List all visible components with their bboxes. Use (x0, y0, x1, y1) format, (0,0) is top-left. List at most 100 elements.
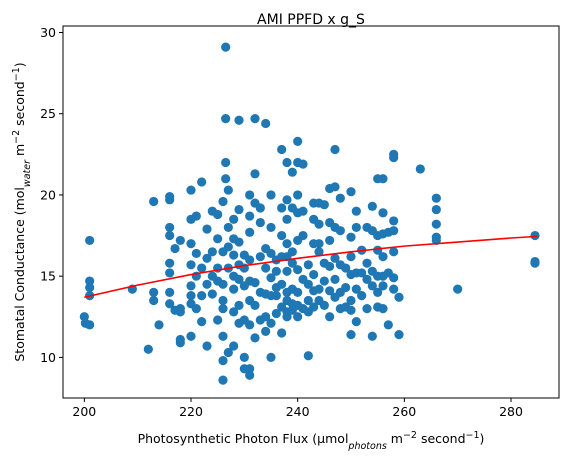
data-point (362, 258, 372, 268)
data-point (223, 222, 233, 233)
y-axis-label: Stomatal Conductance (molwater m−2 secon… (11, 62, 33, 361)
data-point (229, 341, 239, 351)
data-point (213, 315, 223, 325)
data-point (261, 118, 271, 129)
data-point (186, 331, 196, 341)
data-point (271, 291, 281, 301)
data-point (245, 255, 255, 265)
data-point (261, 263, 271, 273)
data-point (394, 330, 404, 340)
data-point (389, 226, 399, 236)
data-point (314, 284, 324, 294)
y-tick-label: 20 (40, 187, 56, 202)
data-point (431, 219, 441, 229)
data-point (287, 167, 297, 177)
data-point (378, 174, 388, 184)
data-point (303, 295, 313, 306)
data-point (149, 287, 159, 298)
plot-frame (62, 25, 560, 399)
data-point (85, 276, 95, 286)
x-tick-label: 240 (286, 404, 310, 419)
x-axis-label: Photosynthetic Photon Flux (µmolphotons … (138, 430, 485, 452)
data-point (431, 193, 441, 203)
data-point (266, 248, 276, 259)
data-point (85, 235, 95, 246)
data-point (218, 295, 228, 306)
x-label-sub: photons (347, 441, 386, 452)
data-point (367, 331, 377, 341)
data-point (282, 157, 292, 168)
data-point (351, 222, 361, 233)
data-point (266, 318, 276, 328)
data-point (357, 291, 367, 301)
data-point (389, 152, 399, 163)
data-point (277, 230, 287, 241)
data-point (197, 291, 207, 301)
y-label-sup2: −1 (11, 67, 22, 81)
data-point (298, 159, 308, 169)
data-point (154, 320, 164, 330)
data-point (250, 300, 260, 311)
data-point (245, 320, 255, 330)
data-point (346, 330, 356, 340)
data-point (346, 305, 356, 315)
y-tick-label: 15 (40, 269, 56, 284)
data-point (85, 320, 95, 330)
data-point (250, 113, 260, 124)
data-point (330, 274, 340, 285)
data-point (378, 281, 388, 291)
data-point (367, 201, 377, 211)
data-point (530, 230, 540, 241)
data-point (335, 193, 345, 203)
data-point (389, 216, 399, 226)
data-point (191, 248, 201, 259)
data-point (186, 291, 196, 301)
data-point (351, 206, 361, 216)
data-point (309, 269, 319, 280)
data-point (221, 113, 231, 124)
data-point (330, 253, 340, 263)
data-point (143, 344, 153, 354)
data-point (351, 317, 361, 327)
data-point (415, 164, 425, 174)
y-label-mid2: second (12, 81, 27, 130)
data-point (245, 370, 255, 380)
data-point (223, 242, 233, 252)
data-point (245, 227, 255, 237)
data-point (346, 232, 356, 242)
data-point (234, 237, 244, 247)
data-point (319, 276, 329, 286)
data-point (255, 217, 265, 228)
data-point (325, 235, 335, 246)
y-label-prefix: Stomatal Conductance (mol (12, 187, 27, 362)
data-point (221, 174, 231, 184)
data-point (202, 341, 212, 351)
data-point (341, 282, 351, 293)
data-point (165, 222, 175, 233)
data-point (221, 42, 231, 52)
data-point (218, 304, 228, 314)
x-label-prefix: Photosynthetic Photon Flux (µmol (138, 431, 349, 446)
y-label-suffix: ) (12, 62, 27, 67)
data-point (202, 224, 212, 234)
data-point (229, 307, 239, 317)
data-point (298, 206, 308, 216)
data-point (351, 284, 361, 294)
data-point (325, 312, 335, 322)
x-tick-label: 260 (392, 404, 416, 419)
chart-title: AMI PPFD x g_S (257, 12, 365, 28)
data-point (191, 304, 201, 314)
y-tick-label: 10 (40, 350, 56, 365)
data-point (165, 299, 175, 309)
fit-curve (84, 235, 538, 299)
data-point (346, 252, 356, 262)
data-point (346, 295, 356, 306)
data-point (282, 214, 292, 224)
data-point (229, 214, 239, 224)
data-point (319, 200, 329, 210)
data-point (207, 247, 217, 257)
data-point (223, 185, 233, 195)
data-point (277, 203, 287, 213)
data-point (277, 328, 287, 338)
data-point (85, 282, 95, 293)
